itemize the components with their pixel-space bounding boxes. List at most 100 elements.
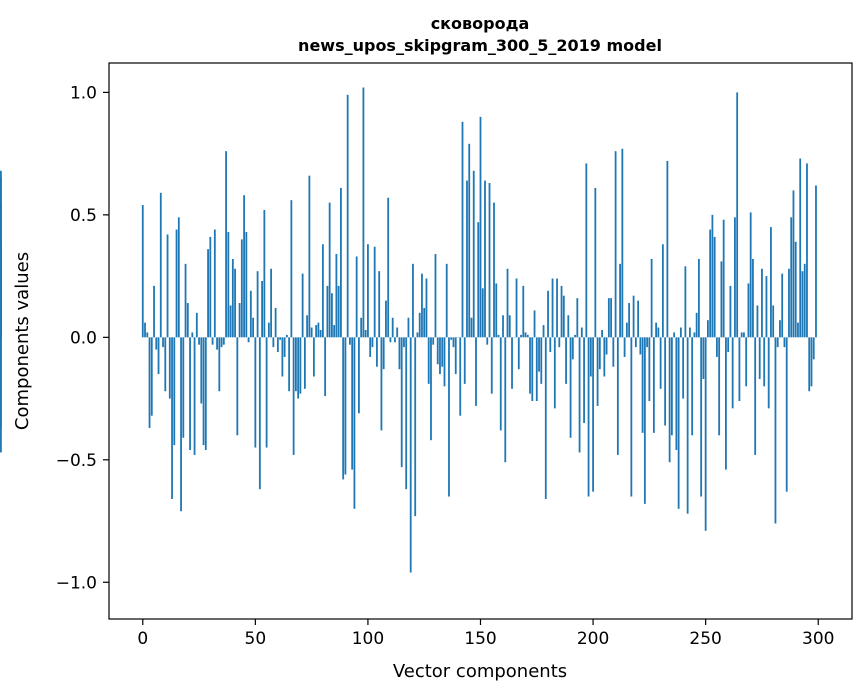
bar-180 — [547, 290, 549, 338]
bar-25 — [198, 337, 200, 345]
bar-42 — [236, 337, 239, 436]
x-tick-label: 0 — [137, 629, 148, 649]
bar-193 — [576, 298, 579, 338]
bar-179 — [544, 337, 547, 499]
bar-undefined — [0, 337, 2, 428]
bar-204 — [601, 329, 603, 338]
bar-22 — [191, 332, 194, 338]
bar-173 — [531, 337, 534, 402]
bar-64 — [285, 334, 288, 338]
bar-79 — [319, 329, 322, 338]
bar-13 — [171, 337, 173, 499]
bar-130 — [434, 254, 437, 338]
bar-284 — [781, 273, 784, 338]
bar-277 — [765, 276, 768, 338]
bar-109 — [387, 197, 390, 338]
bar-68 — [294, 337, 297, 392]
bar-200 — [592, 337, 594, 492]
bar-37 — [225, 151, 227, 338]
bar-59 — [274, 307, 277, 338]
bar-232 — [664, 337, 667, 426]
bar-183 — [553, 337, 556, 409]
bar-44 — [240, 239, 243, 338]
bar-199 — [589, 337, 592, 377]
bar-216 — [628, 303, 630, 338]
x-tick-label: 200 — [577, 629, 609, 649]
bar-99 — [364, 329, 367, 338]
bar-15 — [175, 229, 178, 338]
bar-52 — [258, 337, 261, 490]
bar-14 — [173, 337, 176, 446]
bar-101 — [369, 337, 372, 357]
bar-98 — [362, 87, 365, 338]
bar-157 — [495, 283, 498, 338]
bar-259 — [725, 337, 727, 470]
bar-24 — [195, 312, 198, 338]
bar-121 — [414, 337, 417, 517]
bar-146 — [470, 317, 473, 338]
bar-32 — [213, 229, 216, 338]
bar-184 — [556, 278, 558, 338]
bar-34 — [218, 337, 221, 392]
bar-190 — [569, 337, 572, 438]
bar-289 — [792, 190, 795, 338]
bar-191 — [571, 337, 574, 360]
bar-153 — [486, 337, 489, 345]
bar-12 — [168, 337, 171, 399]
bar-256 — [718, 337, 721, 436]
bar-73 — [306, 315, 309, 338]
bar-33 — [216, 337, 218, 350]
y-tick-label: 1.0 — [70, 83, 97, 103]
bar-60 — [276, 337, 279, 353]
bar-152 — [484, 180, 486, 338]
bar-205 — [603, 337, 606, 377]
bar-115 — [400, 337, 403, 468]
bar-35 — [220, 337, 223, 348]
bar-276 — [763, 337, 766, 387]
bar-88 — [340, 187, 342, 338]
bar-92 — [349, 337, 351, 345]
bar-83 — [328, 202, 331, 338]
bar-96 — [358, 337, 360, 414]
bar-273 — [756, 305, 759, 338]
bar-111 — [391, 317, 394, 338]
bar-178 — [542, 325, 545, 338]
bar-74 — [308, 175, 311, 338]
bar-242 — [686, 337, 689, 514]
x-tick-label: 300 — [802, 629, 834, 649]
bar-122 — [416, 332, 419, 338]
bar-127 — [427, 337, 430, 384]
bar-269 — [747, 283, 750, 338]
bar-174 — [533, 310, 536, 338]
bar-160 — [502, 315, 504, 338]
bar-233 — [666, 160, 669, 338]
bar-102 — [371, 337, 374, 348]
bar-50 — [254, 337, 257, 448]
bar-202 — [596, 337, 599, 406]
bar-258 — [722, 219, 725, 338]
x-axis-ticks: 0 50 100 150 200 250 300 — [137, 619, 834, 649]
bar-221 — [639, 337, 642, 355]
bar-249 — [702, 337, 705, 379]
bar-209 — [612, 337, 615, 367]
bar-81 — [324, 337, 327, 397]
bar-240 — [682, 337, 685, 399]
bar-118 — [407, 317, 410, 338]
bar-120 — [412, 263, 414, 338]
bar-57 — [270, 268, 273, 338]
bar-143 — [463, 337, 466, 384]
bar-112 — [394, 337, 396, 343]
bar-285 — [783, 337, 786, 348]
bar-261 — [729, 285, 732, 338]
bar-151 — [481, 288, 484, 338]
bar-17 — [180, 337, 182, 512]
bar-19 — [184, 263, 187, 338]
bar-220 — [637, 300, 640, 338]
bar-203 — [598, 337, 601, 370]
bar-16 — [177, 217, 180, 338]
bar-117 — [405, 337, 408, 490]
bar-131 — [436, 337, 439, 365]
bar-186 — [560, 285, 563, 338]
bar-145 — [468, 143, 471, 338]
bar-213 — [621, 148, 624, 338]
